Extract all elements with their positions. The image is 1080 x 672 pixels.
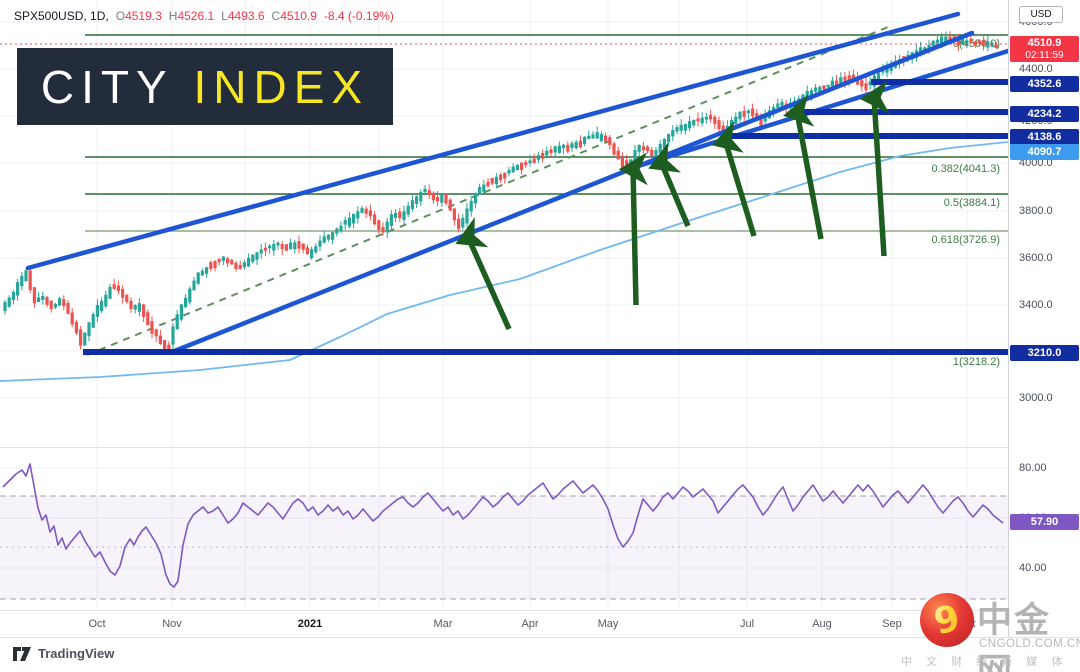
time-axis-label: Jul [739, 618, 755, 630]
ohlc-values: O4519.3 H4526.1 L4493.6 C4510.9 [109, 9, 317, 23]
price-level-badge: 4138.6 [1010, 129, 1079, 145]
price-axis[interactable]: 4510.9 02:11:59 4600.04400.04200.04000.0… [1008, 0, 1080, 637]
city-index-word2: INDEX [193, 60, 370, 113]
tradingview-label: TradingView [38, 646, 115, 661]
rsi-line [2, 463, 1004, 588]
annotation-arrow [618, 152, 648, 306]
ohlc-key: L [221, 9, 228, 23]
fib-level-label: 0.382(4041.3) [932, 163, 1001, 175]
city-index-logo: CITY INDEX [17, 48, 393, 125]
price-axis-label: 4000.0 [1019, 157, 1053, 169]
tradingview-link[interactable]: TradingView [13, 646, 114, 661]
tradingview-logo-icon [13, 646, 31, 661]
chart-canvas[interactable]: 0(4550.0)0.382(4041.3)0.5(3884.1)0.618(3… [0, 0, 1008, 610]
price-axis-label: 3400.0 [1019, 299, 1053, 311]
ohlc-key: O [115, 9, 126, 23]
price-level-badge: 4352.6 [1010, 76, 1079, 92]
price-level-badge: 4090.7 [1010, 144, 1079, 160]
time-axis-label: Mar [433, 618, 453, 630]
ohlc-value: 4519.3 [125, 9, 162, 23]
annotation-arrow [648, 142, 691, 228]
annotation-arrow [859, 80, 890, 257]
channel-inner-trendline [169, 30, 975, 355]
price-axis-label: 40.00 [1019, 562, 1047, 574]
channel-upper-trendline [25, 11, 961, 271]
annotation-arrow [711, 121, 757, 237]
time-axis-label: Oct [958, 618, 976, 630]
change-value: -8.4 (-0.19%) [323, 9, 394, 23]
fib-level-label: 1(3218.2) [953, 356, 1000, 368]
price-level-badge: 57.90 [1010, 514, 1079, 530]
last-price: 4510.9 [1027, 37, 1062, 49]
time-axis[interactable]: Oct Nov 2021 Mar Apr May Jul Aug Sep Oct [0, 611, 1008, 637]
time-axis-label: Aug [812, 618, 832, 630]
footer-border [0, 637, 1080, 638]
ohlc-key: H [168, 9, 178, 23]
ohlc-value: 4526.1 [177, 9, 215, 23]
annotation-arrow [783, 94, 824, 240]
city-index-word1: CITY [40, 60, 174, 113]
time-axis-label: Nov [162, 618, 182, 630]
price-level-badge: 3210.0 [1010, 345, 1079, 361]
annotation-arrow [455, 217, 512, 331]
price-level-badge: 4234.2 [1010, 106, 1079, 122]
ohlc-value: 4510.9 [280, 9, 317, 23]
ohlc-key: C [271, 9, 281, 23]
dashed-trendline [86, 24, 894, 356]
symbol-legend: SPX500USD, 1D, O4519.3 H4526.1 L4493.6 C4510… [14, 9, 394, 23]
time-axis-border [0, 610, 1080, 611]
time-axis-label: 2021 [297, 618, 323, 630]
price-axis-label: 3000.0 [1019, 392, 1053, 404]
ohlc-value: 4493.6 [227, 9, 265, 23]
symbol-title: SPX500USD, 1D, [14, 9, 109, 23]
price-axis-label: 3800.0 [1019, 205, 1053, 217]
fib-level-label: 0.618(3726.9) [932, 234, 1001, 246]
fib-level-label: 0.5(3884.1) [944, 197, 1000, 209]
pane-separator[interactable] [0, 447, 1080, 448]
footer-bar: TradingView [0, 638, 1080, 672]
currency-badge[interactable]: USD [1019, 6, 1063, 23]
time-axis-label: Oct [88, 618, 106, 630]
price-axis-label: 3600.0 [1019, 252, 1053, 264]
last-price-badge: 4510.9 02:11:59 [1010, 36, 1079, 62]
time-axis-label: Sep [882, 618, 902, 630]
price-axis-label: 80.00 [1019, 462, 1047, 474]
time-axis-label: Apr [521, 618, 539, 630]
time-axis-label: May [597, 618, 619, 630]
bar-countdown: 02:11:59 [1025, 50, 1064, 61]
price-axis-label: 4400.0 [1019, 63, 1053, 75]
